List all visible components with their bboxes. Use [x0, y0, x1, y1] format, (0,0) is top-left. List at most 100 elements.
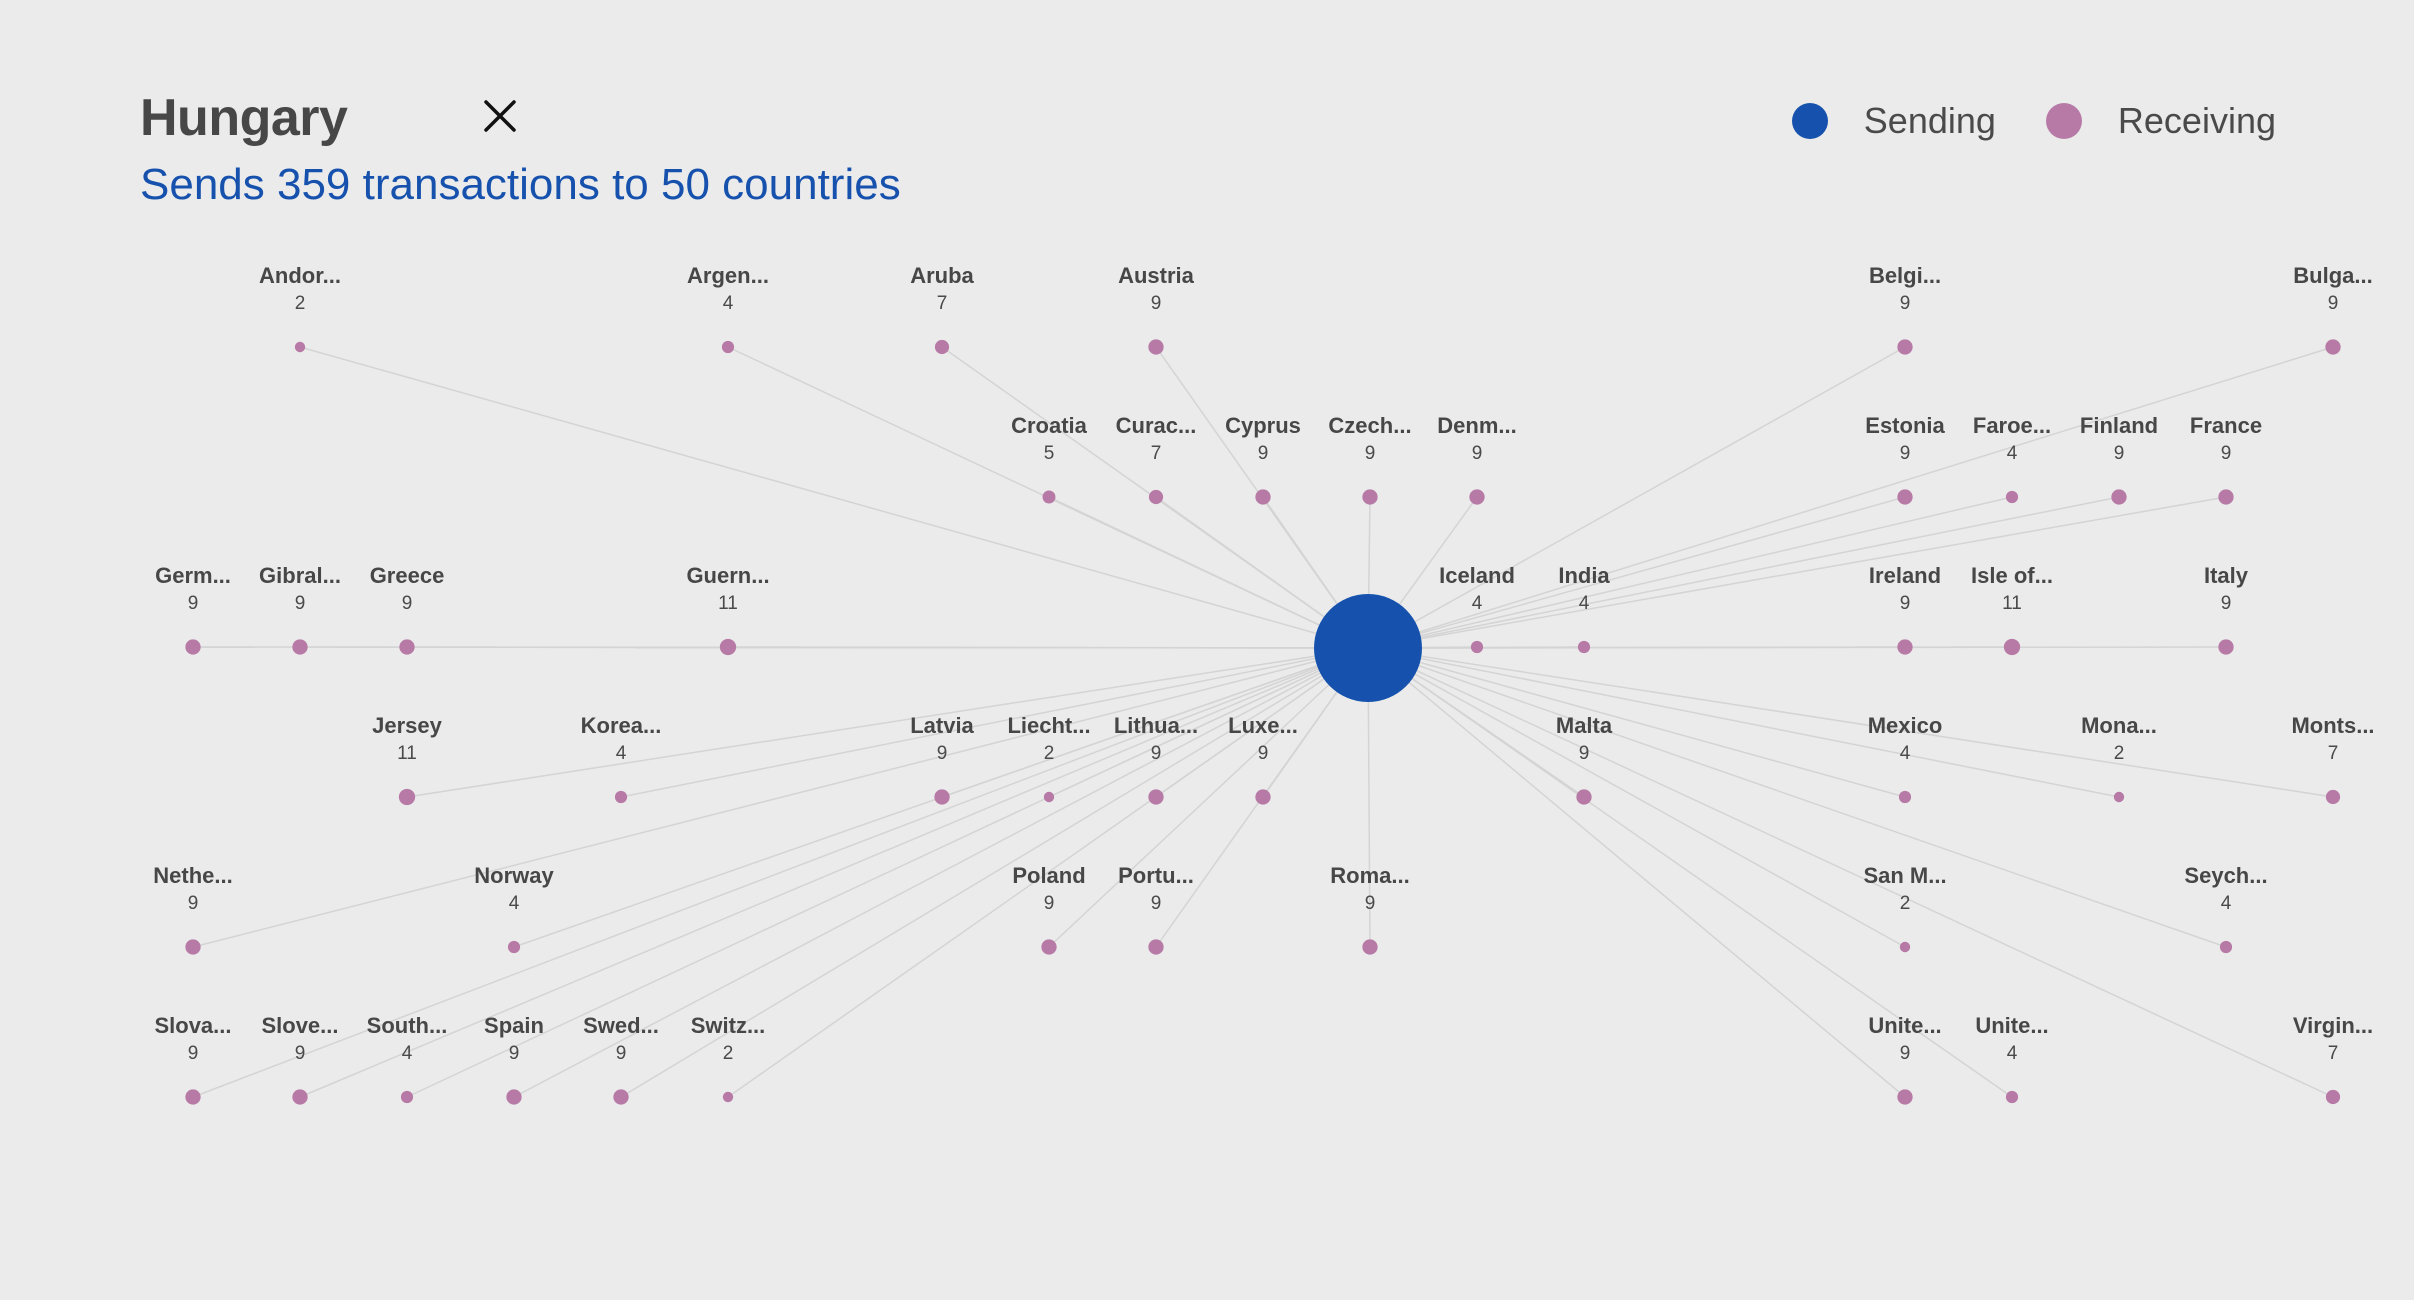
country-node[interactable]: Curac... 7 — [1116, 413, 1197, 505]
country-node[interactable]: Luxe... 9 — [1228, 713, 1298, 805]
country-dot[interactable] — [2218, 489, 2234, 505]
country-node[interactable]: Unite... 4 — [1975, 1013, 2049, 1104]
country-node[interactable]: Portu... 9 — [1118, 863, 1194, 955]
country-node[interactable]: Greece 9 — [370, 563, 445, 655]
country-dot[interactable] — [2005, 490, 2019, 504]
country-node[interactable]: Jersey 11 — [372, 713, 443, 806]
country-dot[interactable] — [1897, 339, 1913, 355]
country-dot[interactable] — [2005, 1090, 2019, 1104]
country-dot[interactable] — [1898, 790, 1912, 804]
country-dot[interactable] — [1148, 339, 1164, 355]
country-node[interactable]: Seych... 4 — [2184, 863, 2268, 954]
country-node[interactable]: Belgi... 9 — [1869, 263, 1941, 355]
country-node[interactable]: Slova... 9 — [154, 1013, 232, 1105]
country-dot[interactable] — [1469, 489, 1485, 505]
country-node[interactable]: Monts... 7 — [2291, 713, 2375, 805]
country-dot[interactable] — [1041, 939, 1057, 955]
country-node[interactable]: Czech... 9 — [1328, 413, 1412, 505]
country-dot[interactable] — [613, 1089, 629, 1105]
country-node[interactable]: Ireland 9 — [1869, 563, 1941, 655]
country-dot[interactable] — [185, 639, 201, 655]
country-node[interactable]: India 4 — [1558, 563, 1610, 654]
country-dot[interactable] — [2325, 789, 2341, 805]
country-node[interactable]: South... 4 — [367, 1013, 448, 1104]
country-dot[interactable] — [934, 339, 950, 355]
country-dot[interactable] — [294, 341, 306, 353]
country-node[interactable]: Slove... 9 — [261, 1013, 339, 1105]
country-dot[interactable] — [398, 788, 416, 806]
country-node[interactable]: Italy 9 — [2204, 563, 2249, 655]
country-node[interactable]: Nethe... 9 — [153, 863, 233, 955]
country-dot[interactable] — [292, 1089, 308, 1105]
country-node[interactable]: Korea... 4 — [581, 713, 662, 804]
country-node[interactable]: Lithua... 9 — [1114, 713, 1198, 805]
country-dot[interactable] — [1148, 939, 1164, 955]
country-dot[interactable] — [719, 638, 737, 656]
country-dot[interactable] — [1897, 1089, 1913, 1105]
country-dot[interactable] — [1255, 489, 1271, 505]
country-node[interactable]: Virgin... 7 — [2293, 1013, 2373, 1105]
country-dot[interactable] — [1577, 640, 1591, 654]
country-dot[interactable] — [1148, 789, 1164, 805]
country-dot[interactable] — [185, 1089, 201, 1105]
country-node[interactable]: Unite... 9 — [1868, 1013, 1942, 1105]
country-dot[interactable] — [292, 639, 308, 655]
country-dot[interactable] — [2003, 638, 2021, 656]
country-node[interactable]: Swed... 9 — [583, 1013, 659, 1105]
country-dot[interactable] — [1897, 639, 1913, 655]
country-node[interactable]: Cyprus 9 — [1225, 413, 1301, 505]
country-dot[interactable] — [2113, 791, 2125, 803]
country-node[interactable]: Isle of... 11 — [1971, 563, 2053, 656]
country-dot[interactable] — [2325, 1089, 2341, 1105]
country-dot[interactable] — [934, 789, 950, 805]
country-dot[interactable] — [1042, 490, 1056, 504]
country-dot[interactable] — [1255, 789, 1271, 805]
country-node[interactable]: Croatia 5 — [1011, 413, 1088, 504]
country-dot[interactable] — [614, 790, 628, 804]
country-dot[interactable] — [2218, 639, 2234, 655]
country-node[interactable]: France 9 — [2190, 413, 2262, 505]
country-node[interactable]: Roma... 9 — [1330, 863, 1410, 955]
country-node[interactable]: Faroe... 4 — [1973, 413, 2051, 504]
country-dot[interactable] — [399, 639, 415, 655]
close-button[interactable] — [478, 94, 522, 138]
country-node[interactable]: Malta 9 — [1556, 713, 1613, 805]
country-node[interactable]: Switz... 2 — [691, 1013, 766, 1103]
country-dot[interactable] — [506, 1089, 522, 1105]
country-dot[interactable] — [1362, 939, 1378, 955]
country-node[interactable]: Finland 9 — [2080, 413, 2158, 505]
country-node[interactable]: Spain 9 — [484, 1013, 544, 1105]
country-dot[interactable] — [722, 1091, 734, 1103]
country-node[interactable]: Denm... 9 — [1437, 413, 1517, 505]
country-dot[interactable] — [1362, 489, 1378, 505]
country-node[interactable]: Iceland 4 — [1439, 563, 1515, 654]
country-dot[interactable] — [1043, 791, 1055, 803]
country-dot[interactable] — [1576, 789, 1592, 805]
country-node[interactable]: San M... 2 — [1863, 863, 1947, 953]
country-node[interactable]: Latvia 9 — [910, 713, 975, 805]
country-node[interactable]: Austria 9 — [1118, 263, 1195, 355]
country-node[interactable]: Norway 4 — [474, 863, 554, 954]
country-node[interactable]: Poland 9 — [1012, 863, 1086, 955]
country-dot[interactable] — [1470, 640, 1484, 654]
country-node[interactable]: Estonia 9 — [1865, 413, 1945, 505]
country-node[interactable]: Gibral... 9 — [259, 563, 341, 655]
country-dot[interactable] — [2111, 489, 2127, 505]
country-node[interactable]: Guern... 11 — [686, 563, 770, 656]
country-node[interactable]: Liecht... 2 — [1007, 713, 1091, 803]
country-node[interactable]: Mexico 4 — [1868, 713, 1943, 804]
center-node-hungary[interactable] — [1314, 594, 1422, 702]
country-dot[interactable] — [1899, 941, 1911, 953]
country-dot[interactable] — [1897, 489, 1913, 505]
country-node[interactable]: Argen... 4 — [687, 263, 769, 354]
country-node[interactable]: Aruba 7 — [910, 263, 975, 355]
country-dot[interactable] — [1148, 489, 1164, 505]
country-dot[interactable] — [400, 1090, 414, 1104]
country-node[interactable]: Mona... 2 — [2081, 713, 2157, 803]
country-dot[interactable] — [2219, 940, 2233, 954]
country-dot[interactable] — [721, 340, 735, 354]
country-dot[interactable] — [2325, 339, 2341, 355]
country-dot[interactable] — [507, 940, 521, 954]
country-dot[interactable] — [185, 939, 201, 955]
country-node[interactable]: Germ... 9 — [155, 563, 231, 655]
